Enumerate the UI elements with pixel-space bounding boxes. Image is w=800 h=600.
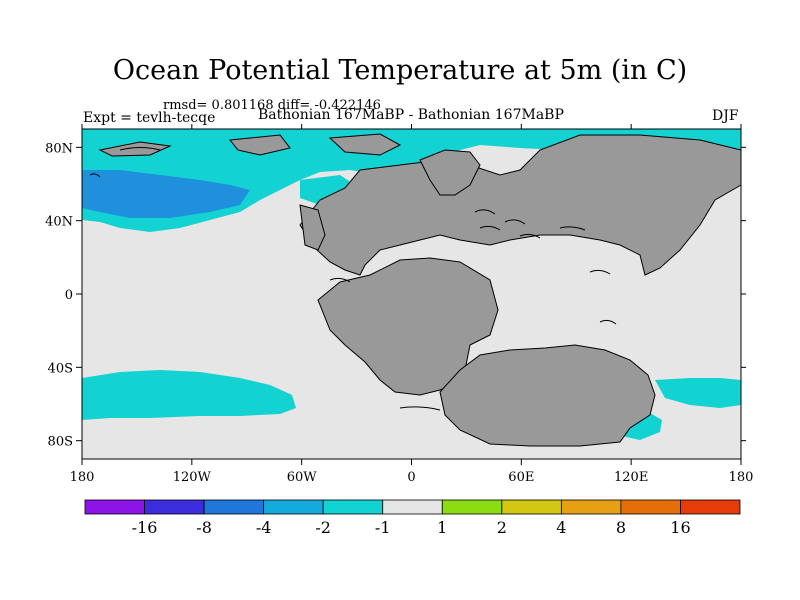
island-outline [399, 406, 441, 411]
island-outline [89, 173, 101, 178]
x-tick-label: 120W [173, 470, 212, 485]
colorbar-swatch [441, 499, 503, 515]
season-label: DJF [712, 108, 739, 124]
land-masses [98, 133, 742, 447]
x-tick-label: 180 [729, 470, 754, 485]
gondwana-landmass [317, 257, 499, 396]
western-north-america [299, 204, 326, 251]
colorbar-swatch [263, 499, 324, 515]
colorbar-label: -8 [196, 518, 212, 537]
colorbar-swatch [382, 499, 443, 515]
colorbar-swatch [680, 499, 741, 515]
island-outline [589, 269, 611, 275]
runs-label: Bathonian 167MaBP - Bathonian 167MaBP [258, 107, 564, 123]
colorbar-label: 4 [556, 518, 566, 537]
arctic-island-3 [98, 141, 172, 157]
island-outline [119, 147, 161, 151]
x-tick-label: 0 [407, 470, 415, 485]
colorbar-swatch [620, 499, 681, 515]
colorbar: -16 -8 -4 -2 -1 1 2 4 8 16 [84, 499, 741, 537]
x-tick-label: 180 [70, 470, 95, 485]
y-axis: 80N 40N 0 40S 80S [45, 141, 746, 450]
antarctica-australia-landmass [439, 344, 656, 447]
greenland-landmass [419, 149, 481, 196]
island-outline [329, 277, 351, 283]
colorbar-swatch [203, 499, 265, 515]
colorbar-label: -4 [256, 518, 272, 537]
colorbar-swatch [84, 499, 145, 515]
x-tick-label: 120E [614, 470, 648, 485]
arctic-island-2 [328, 133, 402, 156]
y-tick-label: 40N [45, 215, 73, 230]
colorbar-label: -16 [132, 518, 158, 537]
north-pacific-cooling-region [82, 170, 250, 218]
island-outline [519, 233, 541, 239]
y-tick-label: 40S [48, 361, 73, 376]
island-outline [504, 219, 526, 225]
colorbar-swatch [144, 499, 205, 515]
colorbar-label: -2 [315, 518, 331, 537]
island-outline [479, 225, 501, 231]
island-outline [474, 209, 496, 215]
colorbar-label: 8 [616, 518, 626, 537]
colorbar-label: 1 [437, 518, 447, 537]
y-tick-label: 80S [48, 435, 73, 450]
island-outlines [89, 147, 617, 411]
colorbar-label: 16 [670, 518, 690, 537]
arctic-island-1 [229, 134, 291, 156]
y-tick-label: 80N [45, 141, 73, 156]
island-outline [559, 226, 586, 231]
y-tick-label: 0 [65, 288, 73, 303]
experiment-label: Expt = tevlh-tecqe [83, 110, 216, 126]
colorbar-swatch [322, 499, 384, 515]
colorbar-swatch [560, 499, 622, 515]
chart-title: Ocean Potential Temperature at 5m (in C) [112, 55, 688, 86]
south-pacific-cooling-region [82, 370, 296, 420]
stats-text: rmsd= 0.801168 diff= -0.422146 [163, 98, 381, 113]
island-outline [599, 319, 617, 325]
map-plot [81, 128, 742, 460]
x-tick-label: 60E [508, 470, 534, 485]
colorbar-label: -1 [375, 518, 391, 537]
x-axis: 180 120W 60W 0 60E 120E 180 [70, 124, 754, 485]
southern-ocean-cooling-region-east [655, 378, 741, 408]
colorbar-swatch [501, 499, 562, 515]
x-tick-label: 60W [287, 470, 318, 485]
colorbar-label: 2 [497, 518, 507, 537]
